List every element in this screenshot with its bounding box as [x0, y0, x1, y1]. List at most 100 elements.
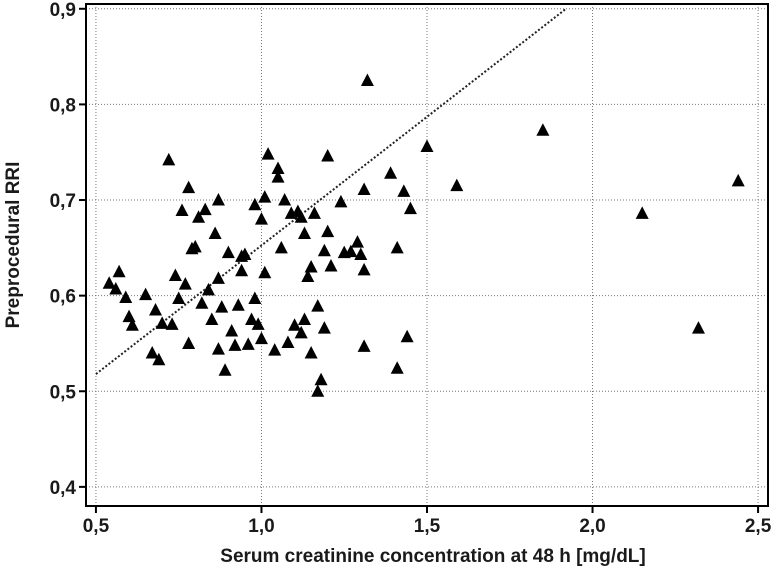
data-point-60: [298, 312, 312, 326]
data-point-28: [211, 193, 225, 206]
data-point-22: [195, 296, 209, 309]
data-point-70: [317, 243, 331, 257]
data-point-23: [198, 202, 212, 216]
trendline-group: [95, 7, 567, 375]
x-tick-label: 2,5: [745, 516, 772, 537]
data-point-27: [211, 271, 225, 284]
data-point-26: [208, 226, 222, 239]
data-point-67: [311, 299, 325, 312]
data-point-89: [420, 139, 434, 152]
data-point-88: [403, 201, 417, 215]
data-point-39: [241, 337, 255, 350]
y-tick-label: 0,7: [50, 191, 76, 212]
trendline: [95, 7, 567, 375]
data-point-17: [182, 336, 196, 349]
y-axis-ticks: 0,4 0,5 0,6 0,7 0,8 0,9: [50, 0, 86, 499]
data-point-68: [314, 372, 328, 386]
data-point-12: [165, 317, 179, 330]
data-point-50: [271, 170, 285, 183]
data-point-7: [145, 346, 159, 359]
x-tick-label: 0,5: [83, 516, 110, 537]
data-point-48: [261, 147, 275, 160]
data-point-80: [357, 339, 371, 352]
data-point-85: [390, 240, 404, 254]
data-point-25: [205, 312, 219, 326]
data-point-34: [228, 338, 242, 351]
x-tick-label: 2,0: [579, 516, 605, 537]
data-point-42: [248, 197, 262, 211]
data-point-30: [215, 300, 229, 313]
data-point-9: [152, 352, 166, 366]
data-point-31: [218, 363, 232, 376]
data-point-77: [350, 235, 364, 248]
data-point-21: [192, 210, 206, 223]
data-point-33: [225, 324, 239, 337]
data-point-91: [536, 123, 550, 136]
data-point-90: [450, 178, 464, 192]
data-point-82: [360, 73, 374, 86]
y-axis-title: Preprocedural RRI: [3, 162, 24, 329]
data-point-36: [235, 263, 249, 277]
data-point-62: [301, 269, 315, 283]
y-tick-label: 0,4: [50, 478, 77, 499]
data-point-78: [354, 247, 368, 261]
data-point-18: [182, 180, 196, 194]
x-tick-label: 1,0: [248, 516, 274, 537]
data-point-0: [102, 276, 116, 289]
data-point-43: [251, 317, 265, 330]
data-point-79: [357, 262, 371, 276]
data-point-69: [317, 321, 331, 334]
data-point-83: [384, 166, 398, 179]
data-point-15: [175, 203, 189, 217]
data-point-10: [155, 316, 169, 329]
data-point-16: [178, 277, 192, 290]
y-tick-label: 0,6: [50, 287, 76, 308]
data-point-44: [254, 212, 268, 225]
data-point-92: [635, 206, 649, 219]
data-point-61: [298, 226, 312, 239]
data-point-2: [112, 264, 126, 278]
y-tick-label: 0,9: [50, 0, 76, 21]
y-tick-label: 0,8: [50, 95, 76, 116]
data-point-47: [258, 190, 272, 203]
data-point-8: [149, 302, 163, 316]
data-points: [102, 73, 745, 397]
data-point-64: [304, 346, 318, 359]
data-point-71: [321, 224, 335, 238]
data-point-87: [400, 329, 414, 343]
data-point-3: [119, 290, 133, 304]
x-axis-ticks: 0,5 1,0 1,5 2,0 2,5: [83, 506, 772, 537]
grid-lines: [86, 4, 768, 506]
data-point-76: [344, 244, 358, 258]
data-point-35: [231, 298, 245, 311]
data-point-58: [294, 325, 308, 339]
data-point-56: [288, 318, 302, 331]
x-tick-label: 1,5: [414, 516, 441, 537]
data-point-86: [397, 184, 411, 197]
data-point-45: [254, 331, 268, 345]
data-point-6: [139, 287, 153, 301]
data-point-46: [258, 265, 272, 279]
data-point-24: [201, 282, 215, 296]
data-point-52: [274, 240, 288, 254]
data-point-74: [334, 194, 348, 208]
data-point-54: [281, 335, 295, 348]
data-point-59: [294, 210, 308, 223]
data-point-11: [162, 152, 176, 166]
data-point-93: [691, 321, 705, 334]
data-point-41: [248, 291, 262, 305]
data-point-40: [245, 312, 259, 326]
data-point-1: [109, 281, 123, 295]
data-point-5: [125, 318, 139, 331]
data-point-14: [172, 291, 186, 305]
data-point-66: [311, 384, 325, 397]
data-point-51: [271, 161, 285, 174]
x-axis-title: Serum creatinine concentration at 48 h […: [220, 546, 645, 567]
data-point-20: [188, 239, 202, 253]
data-point-29: [211, 342, 225, 355]
data-point-13: [168, 268, 182, 282]
data-point-94: [731, 173, 745, 187]
data-point-72: [321, 149, 335, 162]
data-point-53: [278, 193, 292, 206]
